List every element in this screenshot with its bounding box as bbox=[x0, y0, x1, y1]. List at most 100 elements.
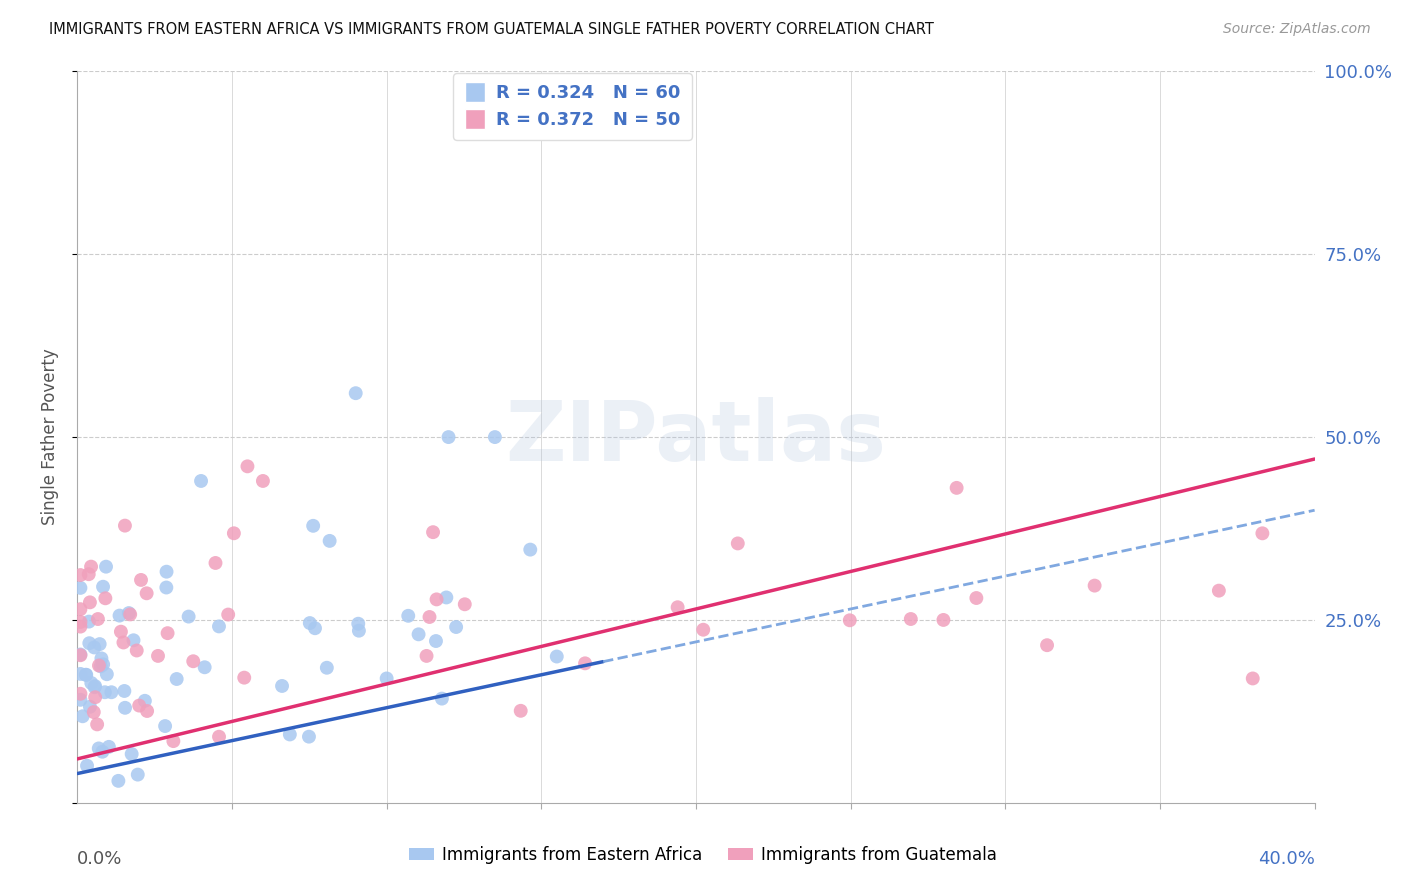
Point bbox=[91, 657, 114, 672]
Point bbox=[252, 474, 274, 488]
Point bbox=[344, 386, 367, 401]
Point bbox=[233, 671, 256, 685]
Point bbox=[519, 542, 541, 557]
Point bbox=[965, 591, 987, 605]
Point bbox=[134, 694, 156, 708]
Point bbox=[110, 624, 132, 639]
Point bbox=[86, 717, 108, 731]
Point bbox=[127, 767, 149, 781]
Legend: R = 0.324   N = 60, R = 0.372   N = 50: R = 0.324 N = 60, R = 0.372 N = 50 bbox=[453, 73, 692, 140]
Point bbox=[177, 609, 200, 624]
Point bbox=[444, 620, 467, 634]
Point bbox=[162, 734, 184, 748]
Point bbox=[156, 626, 179, 640]
Point bbox=[87, 658, 110, 673]
Point bbox=[666, 600, 689, 615]
Point bbox=[153, 719, 176, 733]
Point bbox=[69, 667, 91, 681]
Point bbox=[1208, 583, 1230, 598]
Point bbox=[692, 623, 714, 637]
Point bbox=[181, 654, 204, 668]
Point bbox=[135, 586, 157, 600]
Point bbox=[69, 648, 91, 662]
Point bbox=[83, 640, 105, 655]
Point bbox=[87, 612, 110, 626]
Y-axis label: Single Father Poverty: Single Father Poverty bbox=[41, 349, 59, 525]
Point bbox=[900, 612, 922, 626]
Point bbox=[146, 648, 169, 663]
Point bbox=[80, 559, 103, 574]
Text: 0.0%: 0.0% bbox=[77, 850, 122, 868]
Point bbox=[128, 698, 150, 713]
Point bbox=[236, 459, 259, 474]
Point bbox=[114, 701, 136, 715]
Point bbox=[80, 676, 103, 690]
Text: 40.0%: 40.0% bbox=[1258, 850, 1315, 868]
Point bbox=[97, 739, 120, 754]
Point bbox=[84, 679, 107, 693]
Point bbox=[437, 430, 460, 444]
Point bbox=[271, 679, 294, 693]
Point bbox=[91, 745, 114, 759]
Point bbox=[94, 559, 117, 574]
Legend: Immigrants from Eastern Africa, Immigrants from Guatemala: Immigrants from Eastern Africa, Immigran… bbox=[402, 839, 1004, 871]
Point bbox=[204, 556, 226, 570]
Point bbox=[69, 619, 91, 633]
Point bbox=[100, 685, 122, 699]
Point bbox=[69, 615, 91, 629]
Point bbox=[90, 651, 112, 665]
Point bbox=[318, 533, 340, 548]
Point bbox=[418, 610, 440, 624]
Point bbox=[408, 627, 430, 641]
Point bbox=[838, 613, 860, 627]
Point bbox=[396, 608, 419, 623]
Point bbox=[69, 568, 91, 582]
Point bbox=[121, 747, 143, 761]
Point bbox=[546, 649, 568, 664]
Point bbox=[79, 699, 101, 714]
Point bbox=[347, 624, 370, 638]
Point bbox=[118, 606, 141, 620]
Point bbox=[217, 607, 239, 622]
Point bbox=[69, 693, 91, 707]
Point bbox=[1036, 638, 1059, 652]
Point bbox=[108, 608, 131, 623]
Point bbox=[1251, 526, 1274, 541]
Point bbox=[90, 659, 112, 673]
Point bbox=[278, 727, 301, 741]
Point bbox=[415, 648, 437, 663]
Point bbox=[83, 705, 105, 719]
Point bbox=[129, 573, 152, 587]
Point bbox=[122, 633, 145, 648]
Point bbox=[75, 668, 97, 682]
Text: ZIPatlas: ZIPatlas bbox=[506, 397, 886, 477]
Point bbox=[69, 581, 91, 595]
Point bbox=[76, 758, 98, 772]
Point bbox=[155, 581, 177, 595]
Point bbox=[69, 602, 91, 616]
Point bbox=[155, 565, 177, 579]
Point bbox=[69, 687, 91, 701]
Point bbox=[430, 691, 453, 706]
Point bbox=[454, 597, 477, 611]
Point bbox=[422, 525, 444, 540]
Point bbox=[166, 672, 188, 686]
Point bbox=[112, 635, 135, 649]
Point bbox=[75, 667, 97, 681]
Point bbox=[194, 660, 217, 674]
Point bbox=[91, 580, 114, 594]
Point bbox=[89, 637, 111, 651]
Point bbox=[120, 607, 142, 622]
Point bbox=[426, 592, 449, 607]
Point bbox=[72, 709, 94, 723]
Point bbox=[69, 648, 91, 663]
Point bbox=[347, 616, 370, 631]
Point bbox=[77, 615, 100, 629]
Point bbox=[125, 643, 148, 657]
Point bbox=[425, 634, 447, 648]
Point bbox=[208, 619, 231, 633]
Point bbox=[375, 672, 398, 686]
Point bbox=[83, 680, 105, 694]
Point bbox=[1084, 579, 1107, 593]
Point bbox=[574, 657, 596, 671]
